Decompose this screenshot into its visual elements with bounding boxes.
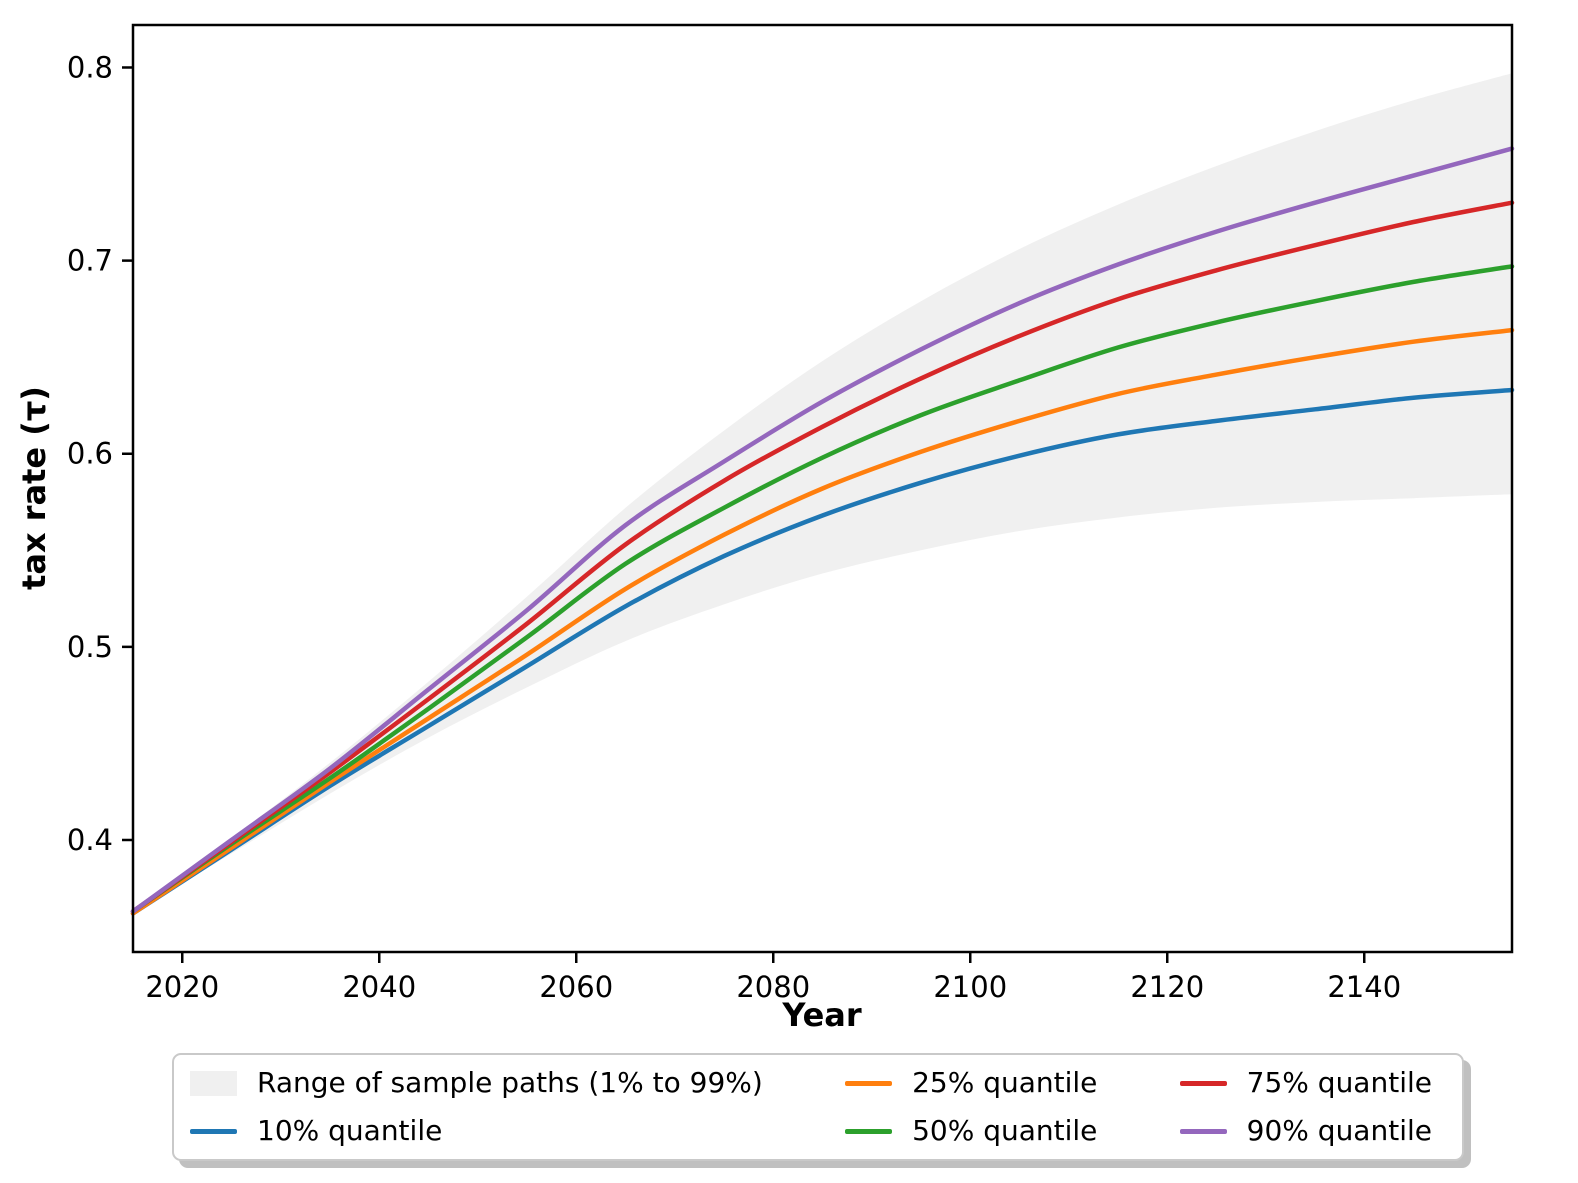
legend-entry-band: Range of sample paths (1% to 99%) — [190, 1064, 763, 1102]
y-tick-label: 0.8 — [67, 50, 113, 84]
legend-label-q10: 10% quantile — [257, 1114, 443, 1147]
y-axis-label: tax rate (τ) — [15, 386, 53, 590]
legend-column-3: 75% quantile 90% quantile — [1179, 1064, 1432, 1150]
axes-layer: 2020 2040 2060 2080 2100 2120 2140 0.4 0.5 0.6 0.7… — [67, 23, 1514, 1004]
legend-entry-q75: 75% quantile — [1179, 1064, 1432, 1102]
chart-canvas: 2020 2040 2060 2080 2100 2120 2140 0.4 0.5 0.6 0.7… — [15, 23, 1515, 1034]
x-tick-label: 2080 — [736, 970, 810, 1004]
series-line-50-quantile — [130, 264, 1515, 914]
x-tick-label: 2100 — [933, 970, 1007, 1004]
legend-entry-q25: 25% quantile — [845, 1064, 1097, 1102]
q50-line-swatch — [845, 1128, 893, 1134]
q90-line-swatch — [1179, 1128, 1227, 1134]
legend: Range of sample paths (1% to 99%) 10% qu… — [172, 1053, 1464, 1161]
x-tick-label: 2120 — [1130, 970, 1204, 1004]
legend-label-q25: 25% quantile — [912, 1066, 1098, 1099]
q25-line-swatch — [845, 1080, 893, 1086]
sample-path-range-band — [133, 73, 1512, 914]
x-tick-label: 2020 — [145, 970, 219, 1004]
legend-label-q75: 75% quantile — [1246, 1066, 1432, 1099]
x-axis-label: Year — [781, 996, 862, 1034]
y-tick-label: 0.5 — [67, 630, 113, 664]
y-tick-label: 0.6 — [67, 437, 113, 471]
legend-entry-q10: 10% quantile — [190, 1112, 763, 1150]
legend-label-q50: 50% quantile — [912, 1114, 1098, 1147]
series-line-25-quantile — [130, 327, 1515, 916]
x-tick-label: 2060 — [539, 970, 613, 1004]
legend-column-2: 25% quantile 50% quantile — [845, 1064, 1097, 1150]
y-tick-label: 0.7 — [67, 244, 113, 278]
y-tick-label: 0.4 — [67, 823, 113, 857]
q75-line-swatch — [1179, 1080, 1227, 1086]
band-swatch — [190, 1070, 237, 1096]
legend-column-1: Range of sample paths (1% to 99%) 10% qu… — [190, 1064, 763, 1150]
x-tick-label: 2140 — [1327, 970, 1401, 1004]
legend-entry-q90: 90% quantile — [1179, 1112, 1432, 1150]
series-line-90-quantile — [130, 146, 1515, 914]
legend-label-band: Range of sample paths (1% to 99%) — [257, 1066, 763, 1099]
q10-line-swatch — [190, 1128, 237, 1134]
legend-entry-q50: 50% quantile — [845, 1112, 1097, 1150]
series-line-10-quantile — [130, 387, 1515, 916]
quantile-lines-layer — [130, 146, 1515, 916]
axes-frame — [131, 23, 1514, 954]
series-line-75-quantile — [130, 200, 1515, 914]
legend-label-q90: 90% quantile — [1246, 1114, 1432, 1147]
sample-path-band-layer — [133, 73, 1512, 914]
x-tick-label: 2040 — [342, 970, 416, 1004]
